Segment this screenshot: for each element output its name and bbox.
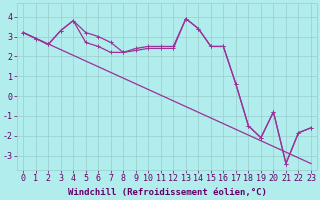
X-axis label: Windchill (Refroidissement éolien,°C): Windchill (Refroidissement éolien,°C) [68,188,267,197]
